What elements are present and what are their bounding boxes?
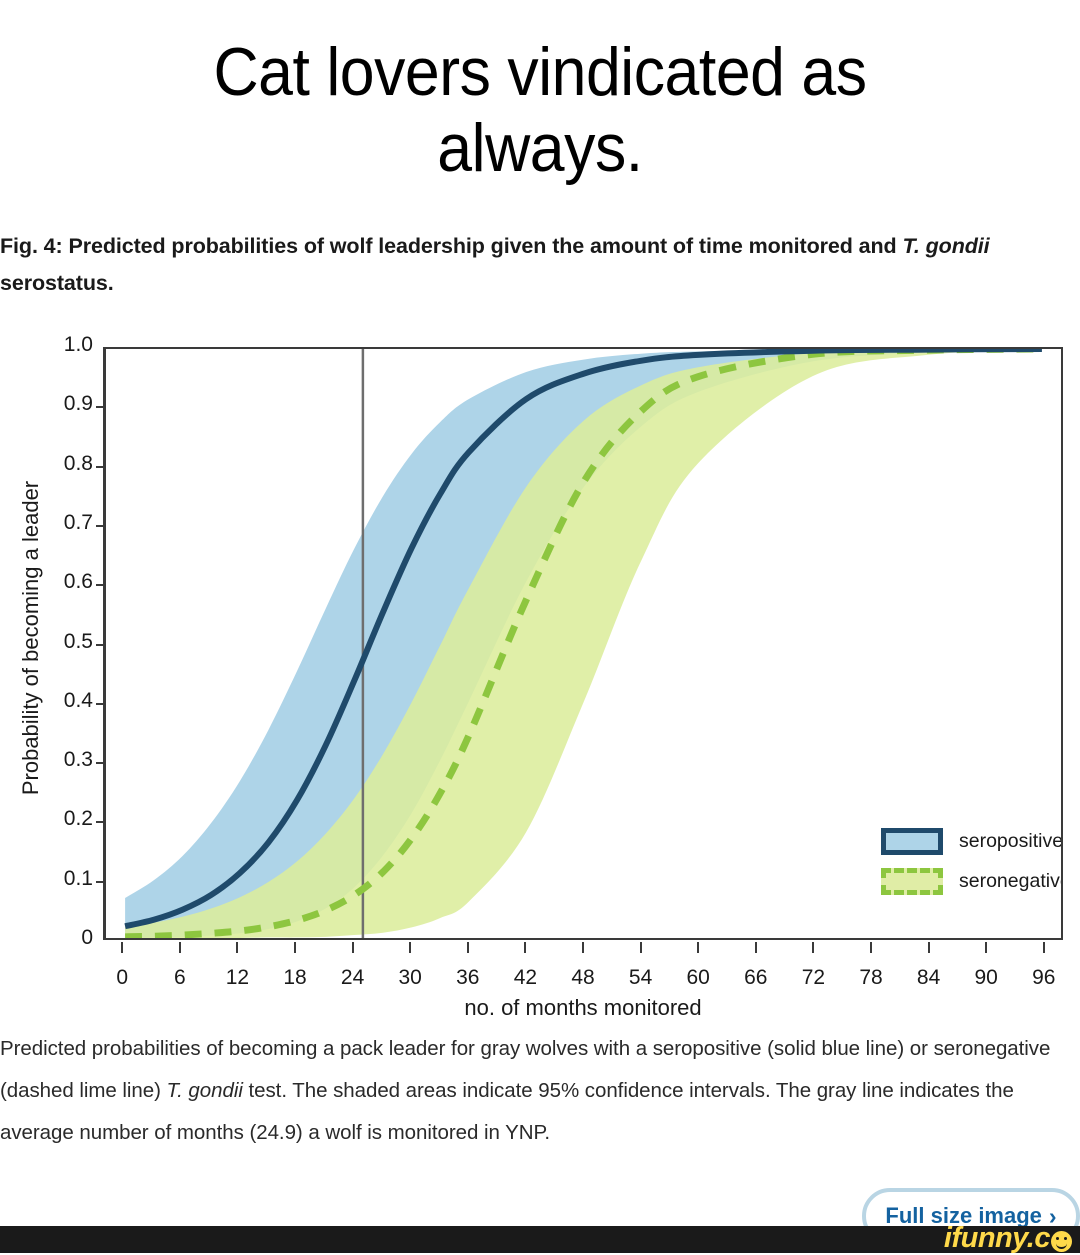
x-tick-mark bbox=[178, 942, 181, 953]
x-tick-label: 72 bbox=[801, 966, 826, 989]
x-tick-mark bbox=[294, 942, 296, 953]
y-tick-label: 0.6 bbox=[63, 570, 93, 594]
smiley-face-icon bbox=[1051, 1231, 1072, 1252]
y-tick-label: 0.1 bbox=[63, 866, 93, 890]
x-tick-label: 60 bbox=[686, 966, 710, 989]
y-tick-label: 0.9 bbox=[63, 392, 93, 416]
y-tick-mark bbox=[96, 584, 105, 587]
x-tick-mark bbox=[1042, 942, 1045, 953]
seronegative-confidence-band bbox=[125, 349, 1042, 938]
seropositive-confidence-band bbox=[125, 349, 1042, 938]
x-tick-mark bbox=[236, 942, 239, 953]
y-tick-label: 0.2 bbox=[63, 807, 93, 831]
x-tick-label: 12 bbox=[225, 966, 250, 989]
x-tick-label: 6 bbox=[173, 966, 186, 989]
figure-heading-suffix: serostatus. bbox=[0, 270, 114, 295]
x-tick-label: 84 bbox=[916, 966, 941, 989]
y-tick-label: 0.5 bbox=[63, 629, 93, 653]
chevron-right-icon: › bbox=[1048, 1202, 1057, 1229]
ifunny-watermark-text: ifunny.c bbox=[943, 1222, 1051, 1254]
figure-caption: Predicted probabilities of becoming a pa… bbox=[0, 1028, 1080, 1154]
legend-label-seronegative: seronegative wolf bbox=[959, 869, 1063, 892]
x-tick-label: 18 bbox=[283, 966, 307, 989]
seronegative-line bbox=[125, 349, 1042, 938]
x-tick-label: 30 bbox=[398, 966, 422, 989]
y-tick-mark bbox=[96, 643, 105, 646]
y-tick-label: 0.4 bbox=[63, 688, 93, 712]
y-tick-label: 0 bbox=[81, 926, 93, 949]
x-tick-label: 66 bbox=[744, 966, 768, 989]
caption-part1: Predicted probabilities of becoming a pa… bbox=[0, 1037, 1051, 1103]
x-tick-mark bbox=[121, 942, 124, 953]
legend-item-seropositive: seropositive wolf bbox=[881, 821, 1063, 861]
meme-title-line2: always. bbox=[437, 110, 643, 187]
y-tick-mark bbox=[96, 762, 105, 765]
x-tick-mark bbox=[639, 942, 642, 953]
y-tick-label: 1.0 bbox=[63, 333, 93, 356]
x-tick-label: 48 bbox=[571, 966, 595, 989]
x-tick-label: 96 bbox=[1032, 966, 1056, 989]
legend-item-seronegative: seronegative wolf bbox=[881, 861, 1063, 901]
legend-swatch-seronegative bbox=[881, 867, 943, 895]
seropositive-line bbox=[124, 349, 1042, 930]
watermark-bar: ifunny.c bbox=[0, 1222, 1080, 1254]
x-tick-label: 36 bbox=[456, 966, 480, 989]
ifunny-watermark: ifunny.c bbox=[944, 1222, 1072, 1255]
meme-title: Cat lovers vindicated as always. bbox=[43, 34, 1037, 186]
x-tick-label: 90 bbox=[974, 966, 998, 989]
plot-area: seropositive wolf seronegative wolf bbox=[103, 347, 1063, 940]
y-tick-mark bbox=[96, 465, 105, 468]
full-size-image-label: Full size image bbox=[885, 1203, 1042, 1228]
figure-heading: Fig. 4: Predicted probabilities of wolf … bbox=[0, 228, 1080, 302]
x-tick-mark bbox=[985, 942, 988, 953]
figure-heading-species: T. gondii bbox=[902, 234, 990, 258]
seronegative-band-group bbox=[125, 349, 1042, 938]
x-tick-label: 0 bbox=[116, 966, 129, 989]
y-tick-label: 0.3 bbox=[63, 748, 93, 772]
x-tick-mark bbox=[927, 942, 930, 953]
y-tick-label: 0.8 bbox=[63, 451, 93, 475]
x-tick-mark bbox=[524, 942, 527, 953]
x-axis-ticks: 0 6 12 18 24 30 36 42 48 54 60 66 72 78 84 90 96 bbox=[0, 942, 1080, 998]
y-tick-label: 0.7 bbox=[63, 510, 93, 534]
x-tick-mark bbox=[409, 942, 412, 953]
x-tick-label: 78 bbox=[859, 966, 883, 989]
x-tick-mark bbox=[582, 942, 584, 953]
x-tick-mark bbox=[466, 942, 469, 953]
caption-species: T. gondii bbox=[166, 1079, 243, 1103]
legend-label-seropositive: seropositive wolf bbox=[959, 829, 1063, 852]
caption-part2: test. The shaded areas indicate 95% conf… bbox=[0, 1079, 1014, 1145]
y-tick-mark bbox=[96, 406, 105, 409]
chart-figure: Probability of becoming a leader 0 0.1 0.2… bbox=[0, 333, 1080, 1020]
y-tick-mark bbox=[96, 702, 105, 705]
plot-svg bbox=[124, 349, 1042, 938]
x-tick-mark bbox=[870, 942, 872, 953]
y-tick-mark bbox=[96, 880, 105, 883]
chart-legend: seropositive wolf seronegative wolf bbox=[881, 821, 1063, 901]
x-tick-label: 24 bbox=[340, 966, 365, 989]
y-tick-mark bbox=[96, 821, 105, 824]
x-tick-mark bbox=[351, 942, 354, 953]
x-tick-label: 42 bbox=[513, 966, 538, 989]
x-tick-mark bbox=[697, 942, 700, 953]
meme-title-line1: Cat lovers vindicated as bbox=[213, 34, 867, 110]
y-axis-ticks: 0 0.1 0.2 0.3 0.4 0.5 0.6 0.7 0.8 0.9 1.0 bbox=[0, 333, 105, 955]
x-tick-label: 54 bbox=[628, 966, 653, 989]
legend-swatch-seropositive bbox=[881, 827, 943, 855]
seropositive-band-group bbox=[125, 349, 1042, 938]
x-axis-label: no. of months monitored bbox=[464, 995, 702, 1020]
figure-heading-prefix: Fig. 4: Predicted probabilities of wolf … bbox=[0, 234, 903, 258]
x-tick-mark bbox=[812, 942, 815, 953]
y-tick-mark bbox=[96, 524, 105, 527]
x-tick-mark bbox=[754, 942, 757, 953]
